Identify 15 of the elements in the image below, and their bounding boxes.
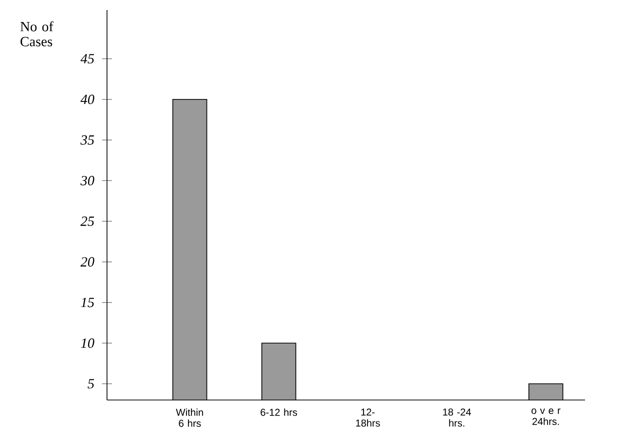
y-tick-label: 10: [80, 338, 94, 348]
y-tick-label: 25: [80, 216, 94, 226]
x-tick-label: 6-12 hrs: [260, 408, 298, 416]
y-tick-label: 15: [80, 298, 94, 308]
y-tick-label: 20: [80, 257, 94, 267]
x-tick-label: 12- 18hrs: [356, 408, 380, 427]
y-tick-label: 45: [80, 54, 94, 64]
x-tick-label: 18 -24 hrs.: [443, 408, 471, 427]
y-tick-label: 5: [88, 379, 94, 388]
x-tick-label: Within 6 hrs: [176, 408, 204, 427]
y-tick-label: 30: [80, 176, 94, 186]
y-tick-label: 40: [80, 94, 94, 104]
x-tick-label: o v e r 24hrs.: [532, 408, 560, 426]
y-axis-title: No of Cases: [20, 21, 54, 46]
y-tick-label: 35: [80, 135, 94, 145]
